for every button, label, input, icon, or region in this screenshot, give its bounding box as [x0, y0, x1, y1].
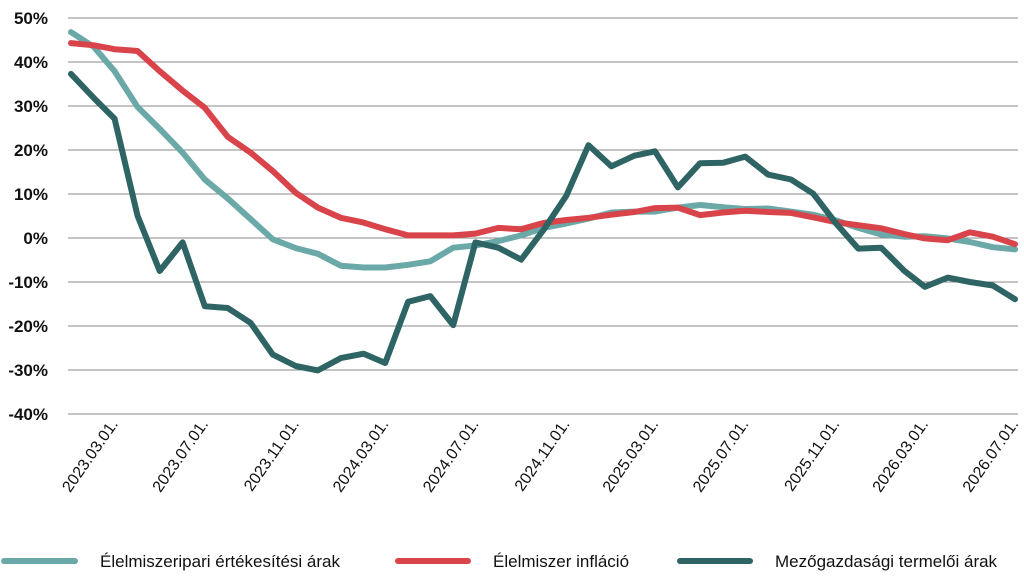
- gridlines: [68, 17, 1018, 415]
- y-tick-label: 40%: [14, 53, 48, 72]
- x-tick-label: 2025.03.01.: [600, 417, 662, 496]
- y-tick-label: 30%: [14, 97, 48, 116]
- legend-label: Mezőgazdasági termelői árak: [775, 552, 998, 571]
- y-tick-label: 50%: [14, 9, 48, 28]
- y-tick-label: 20%: [14, 141, 48, 160]
- x-tick-label: 2023.11.01.: [241, 417, 303, 495]
- x-tick-label: 2025.07.01.: [690, 417, 752, 496]
- x-tick-label: 2023.03.01.: [59, 417, 121, 496]
- legend-item: Élelmiszer infláció: [395, 552, 629, 571]
- legend-label: Élelmiszer infláció: [493, 552, 629, 571]
- y-tick-label: 0%: [23, 229, 48, 248]
- legend-label: Élelmiszeripari értékesítési árak: [100, 552, 340, 571]
- series-line: [68, 40, 1018, 248]
- x-tick-label: 2024.07.01.: [420, 417, 482, 496]
- series-line: [68, 70, 1018, 374]
- x-tick-label: 2026.07.01.: [960, 417, 1022, 496]
- x-axis-ticks: 2023.03.01. 2023.07.01. 2023.11.01. 2024.03…: [59, 417, 1022, 496]
- series-lines: [68, 29, 1018, 374]
- x-tick-label: 2024.11.01.: [512, 417, 574, 495]
- y-tick-label: -20%: [8, 317, 48, 336]
- y-tick-label: -30%: [8, 361, 48, 380]
- x-tick-label: 2025.11.01.: [782, 417, 844, 495]
- x-tick-label: 2023.07.01.: [150, 417, 212, 496]
- y-tick-label: 10%: [14, 185, 48, 204]
- y-tick-label: -10%: [8, 273, 48, 292]
- x-tick-label: 2026.03.01.: [870, 417, 932, 496]
- legend-item: Élelmiszeripari értékesítési árak: [1, 552, 340, 571]
- y-axis-ticks: 50% 40% 30% 20% 10% 0% -10% -20% -30% -40%: [8, 9, 48, 424]
- x-tick-label: 2024.03.01.: [330, 417, 392, 496]
- legend: Élelmiszeripari értékesítési árak Élelmis…: [1, 552, 998, 571]
- y-tick-label: -40%: [8, 405, 48, 424]
- legend-item: Mezőgazdasági termelői árak: [677, 552, 998, 571]
